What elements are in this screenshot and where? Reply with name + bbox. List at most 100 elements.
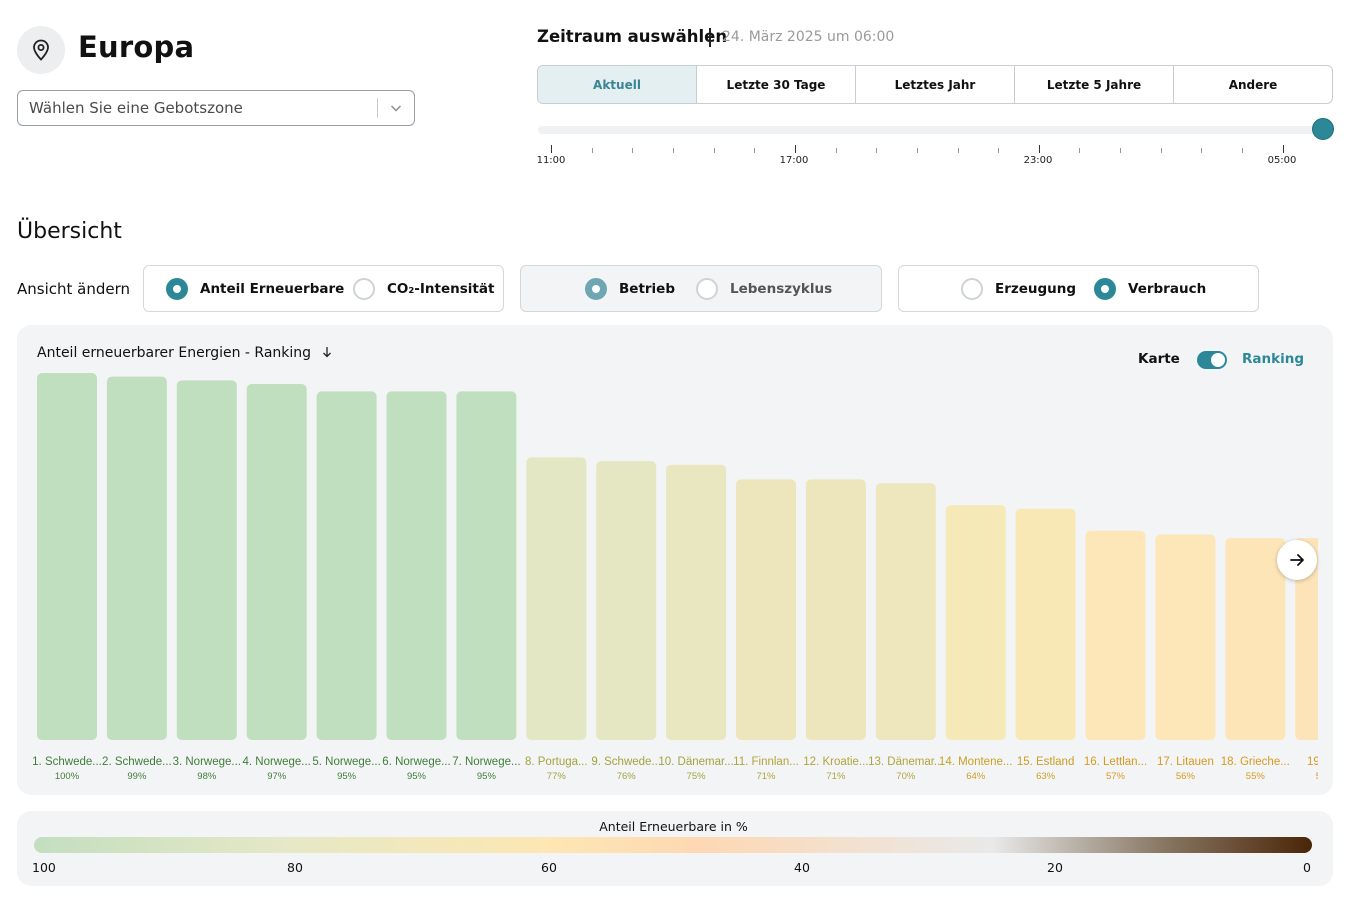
bar-country-label: 18. Grieche... [1221,756,1290,768]
tab-last-5-years[interactable]: Letzte 5 Jahre [1015,66,1174,103]
bar-value-label: 64% [966,771,986,782]
toggle-label-ranking: Ranking [1242,351,1304,367]
ranking-bar[interactable] [1155,534,1216,740]
slider-tick [1161,148,1162,153]
ranking-bar[interactable] [1295,538,1318,740]
ranking-bar[interactable] [596,461,657,740]
ranking-bar[interactable] [666,464,727,740]
ranking-bar[interactable] [1015,508,1076,740]
ranking-bar[interactable] [106,376,167,740]
bar-value-label: 57% [1106,771,1126,782]
arrow-right-icon [1290,554,1304,566]
legend-tick-60: 60 [541,860,557,875]
bar-country-label: 14. Montene... [939,756,1013,768]
radio-consumption-label: Verbrauch [1128,281,1207,297]
radio-consumption[interactable]: Verbrauch [1094,278,1206,300]
ranking-bar[interactable] [526,457,587,740]
slider-tick [551,145,552,153]
slider-tick [795,145,796,153]
bar-value-label: 95% [477,771,497,782]
ranking-bar[interactable] [176,380,237,740]
ranking-bar[interactable] [736,479,796,740]
slider-tick [714,148,715,153]
location-pin-icon [17,26,65,74]
slider-label-0500: 05:00 [1267,155,1297,166]
radio-renewable-share[interactable]: Anteil Erneuerbare [166,278,344,300]
tab-last-30-days[interactable]: Letzte 30 Tage [697,66,856,103]
radio-selected-icon[interactable] [585,278,607,300]
time-slider-handle[interactable] [1312,118,1334,140]
ranking-bar[interactable] [945,505,1006,740]
radio-generation[interactable]: Erzeugung [961,278,1076,300]
slider-tick [836,148,837,153]
radio-generation-label: Erzeugung [995,281,1077,297]
bar-value-label: 95% [337,771,357,782]
radio-co2-intensity[interactable]: CO₂-Intensität [353,278,494,300]
chart-title-text: Anteil erneuerbarer Energien - Ranking [37,345,312,361]
ranking-bar[interactable] [386,391,447,740]
bar-country-label: 4. Norwege... [242,756,310,768]
ranking-bar[interactable] [1085,530,1146,740]
radio-co2-intensity-label: CO₂-Intensität [387,281,495,297]
bar-country-label: 1. Schwede... [32,756,102,768]
map-ranking-toggle[interactable] [1197,351,1227,369]
bar-value-label: 71% [756,771,776,782]
bar-value-label: 99% [127,771,147,782]
ranking-bar[interactable] [246,384,307,740]
bidding-zone-placeholder: Wählen Sie eine Gebotszone [29,99,243,117]
ranking-bar[interactable] [805,479,866,740]
bar-country-label: 11. Finnlan... [733,756,799,768]
slider-tick [1039,145,1040,153]
bar-value-label: 55% [1316,771,1318,782]
tab-other[interactable]: Andere [1228,77,1278,92]
radio-lifecycle[interactable]: Lebenszyklus [696,278,832,300]
tab-aktuell[interactable]: Aktuell [538,66,697,103]
bar-value-label: 70% [896,771,916,782]
time-slider-track[interactable] [538,126,1324,134]
chart-title[interactable]: Anteil erneuerbarer Energien - Ranking [37,345,332,362]
overview-title: Übersicht [17,219,122,244]
bar-value-label: 63% [1036,771,1056,782]
slider-tick [592,148,593,153]
radio-unselected-icon[interactable] [353,278,375,300]
tab-last-year[interactable]: Letztes Jahr [856,66,1015,103]
radio-operation[interactable]: Betrieb [585,278,675,300]
chevron-down-icon[interactable] [378,101,414,115]
bar-country-label: 17. Litauen [1157,756,1214,768]
title-divider [709,28,711,47]
radio-selected-icon[interactable] [166,278,188,300]
radio-renewable-share-label: Anteil Erneuerbare [200,281,345,297]
slider-tick [1079,148,1080,153]
ranking-bar[interactable] [1225,538,1286,740]
slider-tick [876,148,877,153]
legend-tick-80: 80 [287,860,303,875]
slider-tick [917,148,918,153]
bar-country-label: 15. Estland [1017,756,1075,768]
ranking-bar[interactable] [875,483,936,740]
slider-label-1100: 11:00 [536,155,566,166]
ranking-bar[interactable] [37,373,97,740]
bar-country-label: 16. Lettlan... [1084,756,1147,768]
radio-unselected-icon[interactable] [961,278,983,300]
slider-tick [754,148,755,153]
next-page-button[interactable] [1277,540,1317,580]
bar-country-label: 8. Portuga... [525,756,588,768]
sort-arrow-down-icon[interactable] [322,346,332,362]
bar-country-label: 7. Norwege... [452,756,520,768]
radio-operation-label: Betrieb [619,281,676,297]
toggle-label-map: Karte [1138,351,1180,367]
radio-selected-icon[interactable] [1094,278,1116,300]
radio-unselected-icon[interactable] [696,278,718,300]
bar-country-label: 10. Dänemar... [658,756,733,768]
flow-radio-group: Erzeugung Verbrauch [898,265,1259,312]
bidding-zone-select[interactable]: Wählen Sie eine Gebotszone [17,90,415,126]
ranking-bar[interactable] [316,391,377,740]
legend-tick-0: 0 [1303,860,1311,875]
ranking-bar[interactable] [456,391,517,740]
bar-country-label: 5. Norwege... [312,756,380,768]
slider-tick [1201,148,1202,153]
bar-country-label: 13. Dänemar... [868,756,943,768]
legend-title: Anteil Erneuerbare in % [599,819,748,834]
time-range-tabs: Aktuell Letzte 30 Tage Letztes Jahr Letz… [537,65,1333,104]
slider-tick [632,148,633,153]
